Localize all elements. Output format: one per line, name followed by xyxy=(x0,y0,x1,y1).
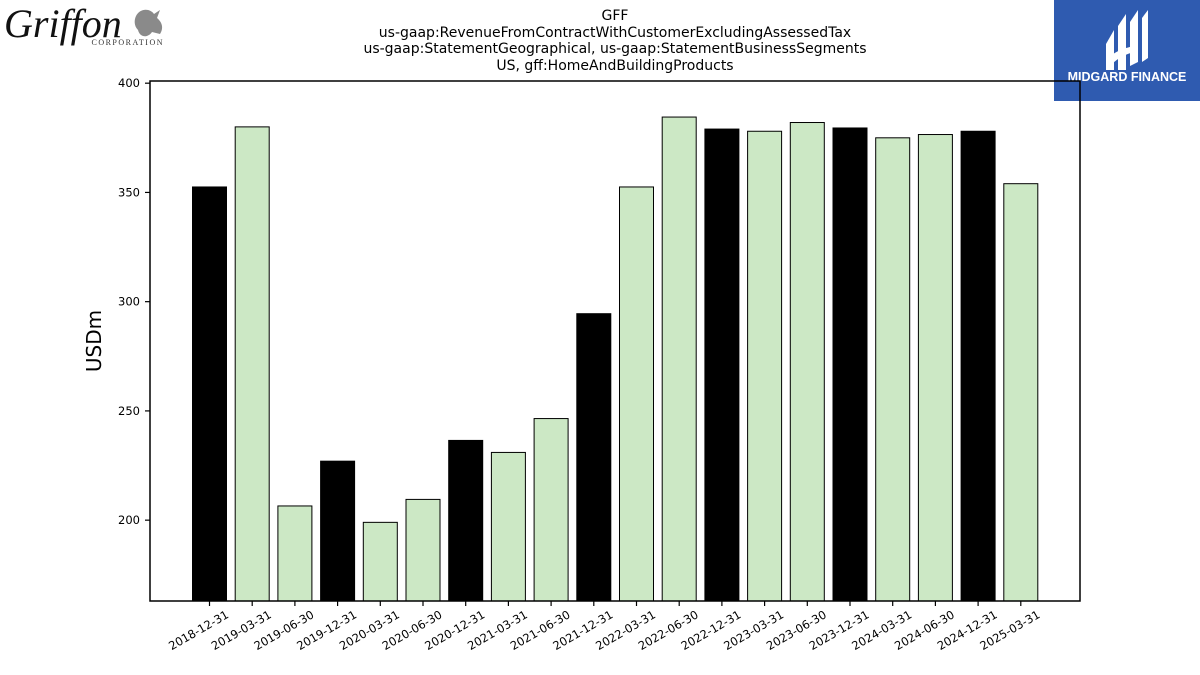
bar-2020-03-31 xyxy=(362,521,398,602)
y-axis-label: USDm xyxy=(82,310,106,372)
chart-title-block: GFF us-gaap:RevenueFromContractWithCusto… xyxy=(300,8,930,74)
bar-2021-12-31 xyxy=(576,313,612,602)
bar-2021-06-30 xyxy=(533,418,569,602)
midgard-emblem-icon: MIDGARD FINANCE xyxy=(1068,10,1187,84)
bar-2023-12-31 xyxy=(832,127,868,602)
bar-2022-12-31 xyxy=(704,128,740,602)
bar-2019-03-31 xyxy=(234,126,270,602)
y-tick-label-350: 350 xyxy=(118,185,140,199)
bar-2024-03-31 xyxy=(875,137,911,602)
bars-group xyxy=(192,116,1039,602)
griffon-logo-text: Griffon xyxy=(4,2,122,46)
bar-2019-06-30 xyxy=(277,505,313,602)
chart-subtitle-line-2: us-gaap:StatementGeographical, us-gaap:S… xyxy=(363,41,867,57)
bar-2022-06-30 xyxy=(661,116,697,602)
plot-frame xyxy=(149,80,1081,602)
griffin-emblem-icon xyxy=(134,9,163,37)
griffon-logo-subtext: CORPORATION xyxy=(91,38,164,47)
bar-2022-03-31 xyxy=(619,186,654,602)
bar-2023-03-31 xyxy=(747,130,783,602)
midgard-logo-text: MIDGARD FINANCE xyxy=(1068,70,1187,84)
bar-2018-12-31 xyxy=(192,186,227,602)
bar-2020-12-31 xyxy=(448,439,484,602)
bar-2023-06-30 xyxy=(789,122,825,602)
bar-2024-12-31 xyxy=(960,130,996,602)
y-tick-label-250: 250 xyxy=(118,404,140,418)
y-tick-label-300: 300 xyxy=(118,295,140,309)
bar-2025-03-31 xyxy=(1003,183,1039,602)
x-axis: 2018-12-312019-03-312019-06-302019-12-31… xyxy=(166,601,1042,653)
y-tick-label-400: 400 xyxy=(118,76,140,90)
chart-subtitle-line-3: US, gff:HomeAndBuildingProducts xyxy=(496,57,734,74)
chart-subtitle-line-1: us-gaap:RevenueFromContractWithCustomerE… xyxy=(378,24,852,41)
bar-2019-12-31 xyxy=(320,460,356,602)
midgard-finance-logo: MIDGARD FINANCE xyxy=(1054,0,1200,101)
bar-2020-06-30 xyxy=(405,498,441,602)
griffon-logo: Griffon CORPORATION xyxy=(4,2,164,47)
chart-title: GFF xyxy=(601,8,629,24)
bar-2024-06-30 xyxy=(917,134,953,602)
y-tick-label-200: 200 xyxy=(118,513,140,527)
y-axis: 200 250 300 350 400 xyxy=(118,76,150,527)
bar-2021-03-31 xyxy=(490,451,526,602)
